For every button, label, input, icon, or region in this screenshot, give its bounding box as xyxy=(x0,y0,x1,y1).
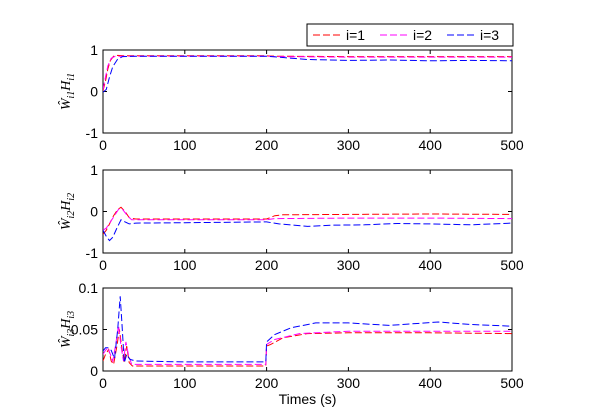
y-tick-label: 0 xyxy=(90,204,98,220)
y-axis-label: Ŵi2Hi2 xyxy=(57,193,77,230)
y-label-subscript: i3 xyxy=(66,329,77,337)
y-label-symbol: H xyxy=(59,80,74,92)
y-tick-label: 0 xyxy=(90,84,98,100)
x-tick-label: 300 xyxy=(337,137,361,153)
legend-entry: i=3 xyxy=(480,27,499,43)
series-line-i=1 xyxy=(103,54,512,91)
y-tick-label: 0.1 xyxy=(79,280,99,296)
series-line-i=3 xyxy=(103,55,512,93)
x-tick-label: 0 xyxy=(99,137,107,153)
y-tick-label: 1 xyxy=(90,162,98,178)
x-tick-label: 300 xyxy=(337,375,361,391)
y-tick-label: 1 xyxy=(90,42,98,58)
y-tick-label: 0.05 xyxy=(71,322,98,338)
x-tick-label: 200 xyxy=(255,375,279,391)
y-tick-label: -1 xyxy=(86,125,99,141)
series-line-i=1 xyxy=(103,329,512,367)
x-tick-label: 200 xyxy=(255,257,279,273)
y-label-subscript: i2 xyxy=(66,211,77,219)
x-tick-label: 100 xyxy=(173,375,197,391)
y-label-symbol: Ŵ xyxy=(57,217,74,230)
y-label-subscript: i1 xyxy=(66,73,77,81)
y-label-symbol: Ŵ xyxy=(57,335,74,348)
series-line-i=2 xyxy=(103,55,512,90)
axes-box xyxy=(102,49,513,134)
y-axis-label: Ŵi3Hi3 xyxy=(57,311,77,348)
x-tick-label: 300 xyxy=(337,257,361,273)
x-tick-label: 500 xyxy=(500,137,524,153)
x-tick-label: 0 xyxy=(99,257,107,273)
series-line-i=1 xyxy=(103,206,512,235)
y-tick-label: 0 xyxy=(90,363,98,379)
axes-box xyxy=(102,287,513,372)
y-tick-label: -1 xyxy=(86,245,99,261)
x-tick-label: 500 xyxy=(500,375,524,391)
y-label-subscript: i2 xyxy=(66,193,77,201)
x-tick-label: 400 xyxy=(419,257,443,273)
y-label-subscript: i1 xyxy=(66,91,77,99)
panel-3: 0 100 200 300 400 500 0.1 0.05 0 Ŵi3Hi3 Times (s) xyxy=(57,280,524,407)
legend: i=1 i=2 i=3 xyxy=(306,23,514,47)
y-label-symbol: H xyxy=(59,318,74,330)
y-axis-label: Ŵi1Hi1 xyxy=(57,73,77,110)
y-label-symbol: H xyxy=(59,200,74,212)
series-line-i=3 xyxy=(103,219,512,242)
x-axis-label: Times (s) xyxy=(279,391,337,407)
series-line-i=2 xyxy=(103,208,512,231)
x-tick-label: 200 xyxy=(255,137,279,153)
y-label-symbol: Ŵ xyxy=(57,97,74,110)
x-tick-label: 400 xyxy=(419,137,443,153)
legend-box xyxy=(306,23,514,47)
x-tick-label: 0 xyxy=(99,375,107,391)
x-tick-label: 400 xyxy=(419,375,443,391)
series-line-i=3 xyxy=(103,296,512,363)
x-tick-label: 100 xyxy=(173,257,197,273)
legend-entry: i=1 xyxy=(346,27,365,43)
legend-entry: i=2 xyxy=(413,27,432,43)
y-label-subscript: i3 xyxy=(66,311,77,319)
series-line-i=2 xyxy=(103,325,512,365)
axes-box xyxy=(102,169,513,254)
x-tick-label: 500 xyxy=(500,257,524,273)
x-tick-label: 100 xyxy=(173,137,197,153)
